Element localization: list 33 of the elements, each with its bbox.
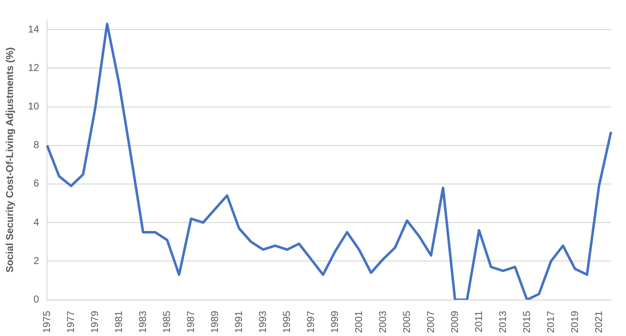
x-tick-label: 1995 (282, 310, 293, 334)
x-tick-label: 2017 (546, 310, 557, 334)
x-tick-label: 1991 (234, 310, 245, 334)
x-tick-label: 2021 (594, 310, 605, 334)
y-tick-label: 14 (28, 24, 40, 36)
x-tick-label: 1999 (330, 310, 341, 334)
x-tick-label: 1997 (306, 310, 317, 334)
x-tick-label: 2007 (426, 310, 437, 334)
y-tick-label: 10 (28, 102, 40, 113)
y-tick-label: 12 (28, 62, 40, 74)
x-tick-label: 1983 (138, 310, 149, 334)
y-tick-label: 4 (34, 217, 40, 228)
x-tick-label: 2013 (498, 310, 509, 334)
y-tick-label: 0 (34, 294, 40, 306)
y-tick-label: 8 (34, 140, 40, 152)
x-tick-label: 2019 (570, 310, 581, 334)
x-tick-label: 2011 (474, 310, 485, 332)
x-tick-label: 2009 (450, 310, 461, 334)
x-tick-label: 2003 (378, 310, 389, 334)
x-tick-label: 2005 (402, 310, 413, 334)
y-axis-title: Social Security Cost-Of-Living Adjustments (%) (4, 47, 16, 272)
y-tick-label: 2 (34, 256, 40, 267)
x-tick-label: 1975 (42, 310, 53, 334)
x-tick-label: 1989 (210, 310, 221, 334)
x-tick-label: 1993 (258, 310, 269, 334)
x-tick-label: 2015 (522, 310, 533, 334)
x-tick-label: 1979 (90, 310, 101, 334)
x-tick-label: 2001 (354, 310, 365, 334)
x-tick-label: 1981 (114, 310, 125, 334)
x-tick-label: 1985 (162, 310, 173, 334)
y-tick-label: 6 (34, 178, 40, 190)
x-tick-label: 1987 (186, 310, 197, 334)
x-tick-label: 1977 (66, 310, 77, 334)
